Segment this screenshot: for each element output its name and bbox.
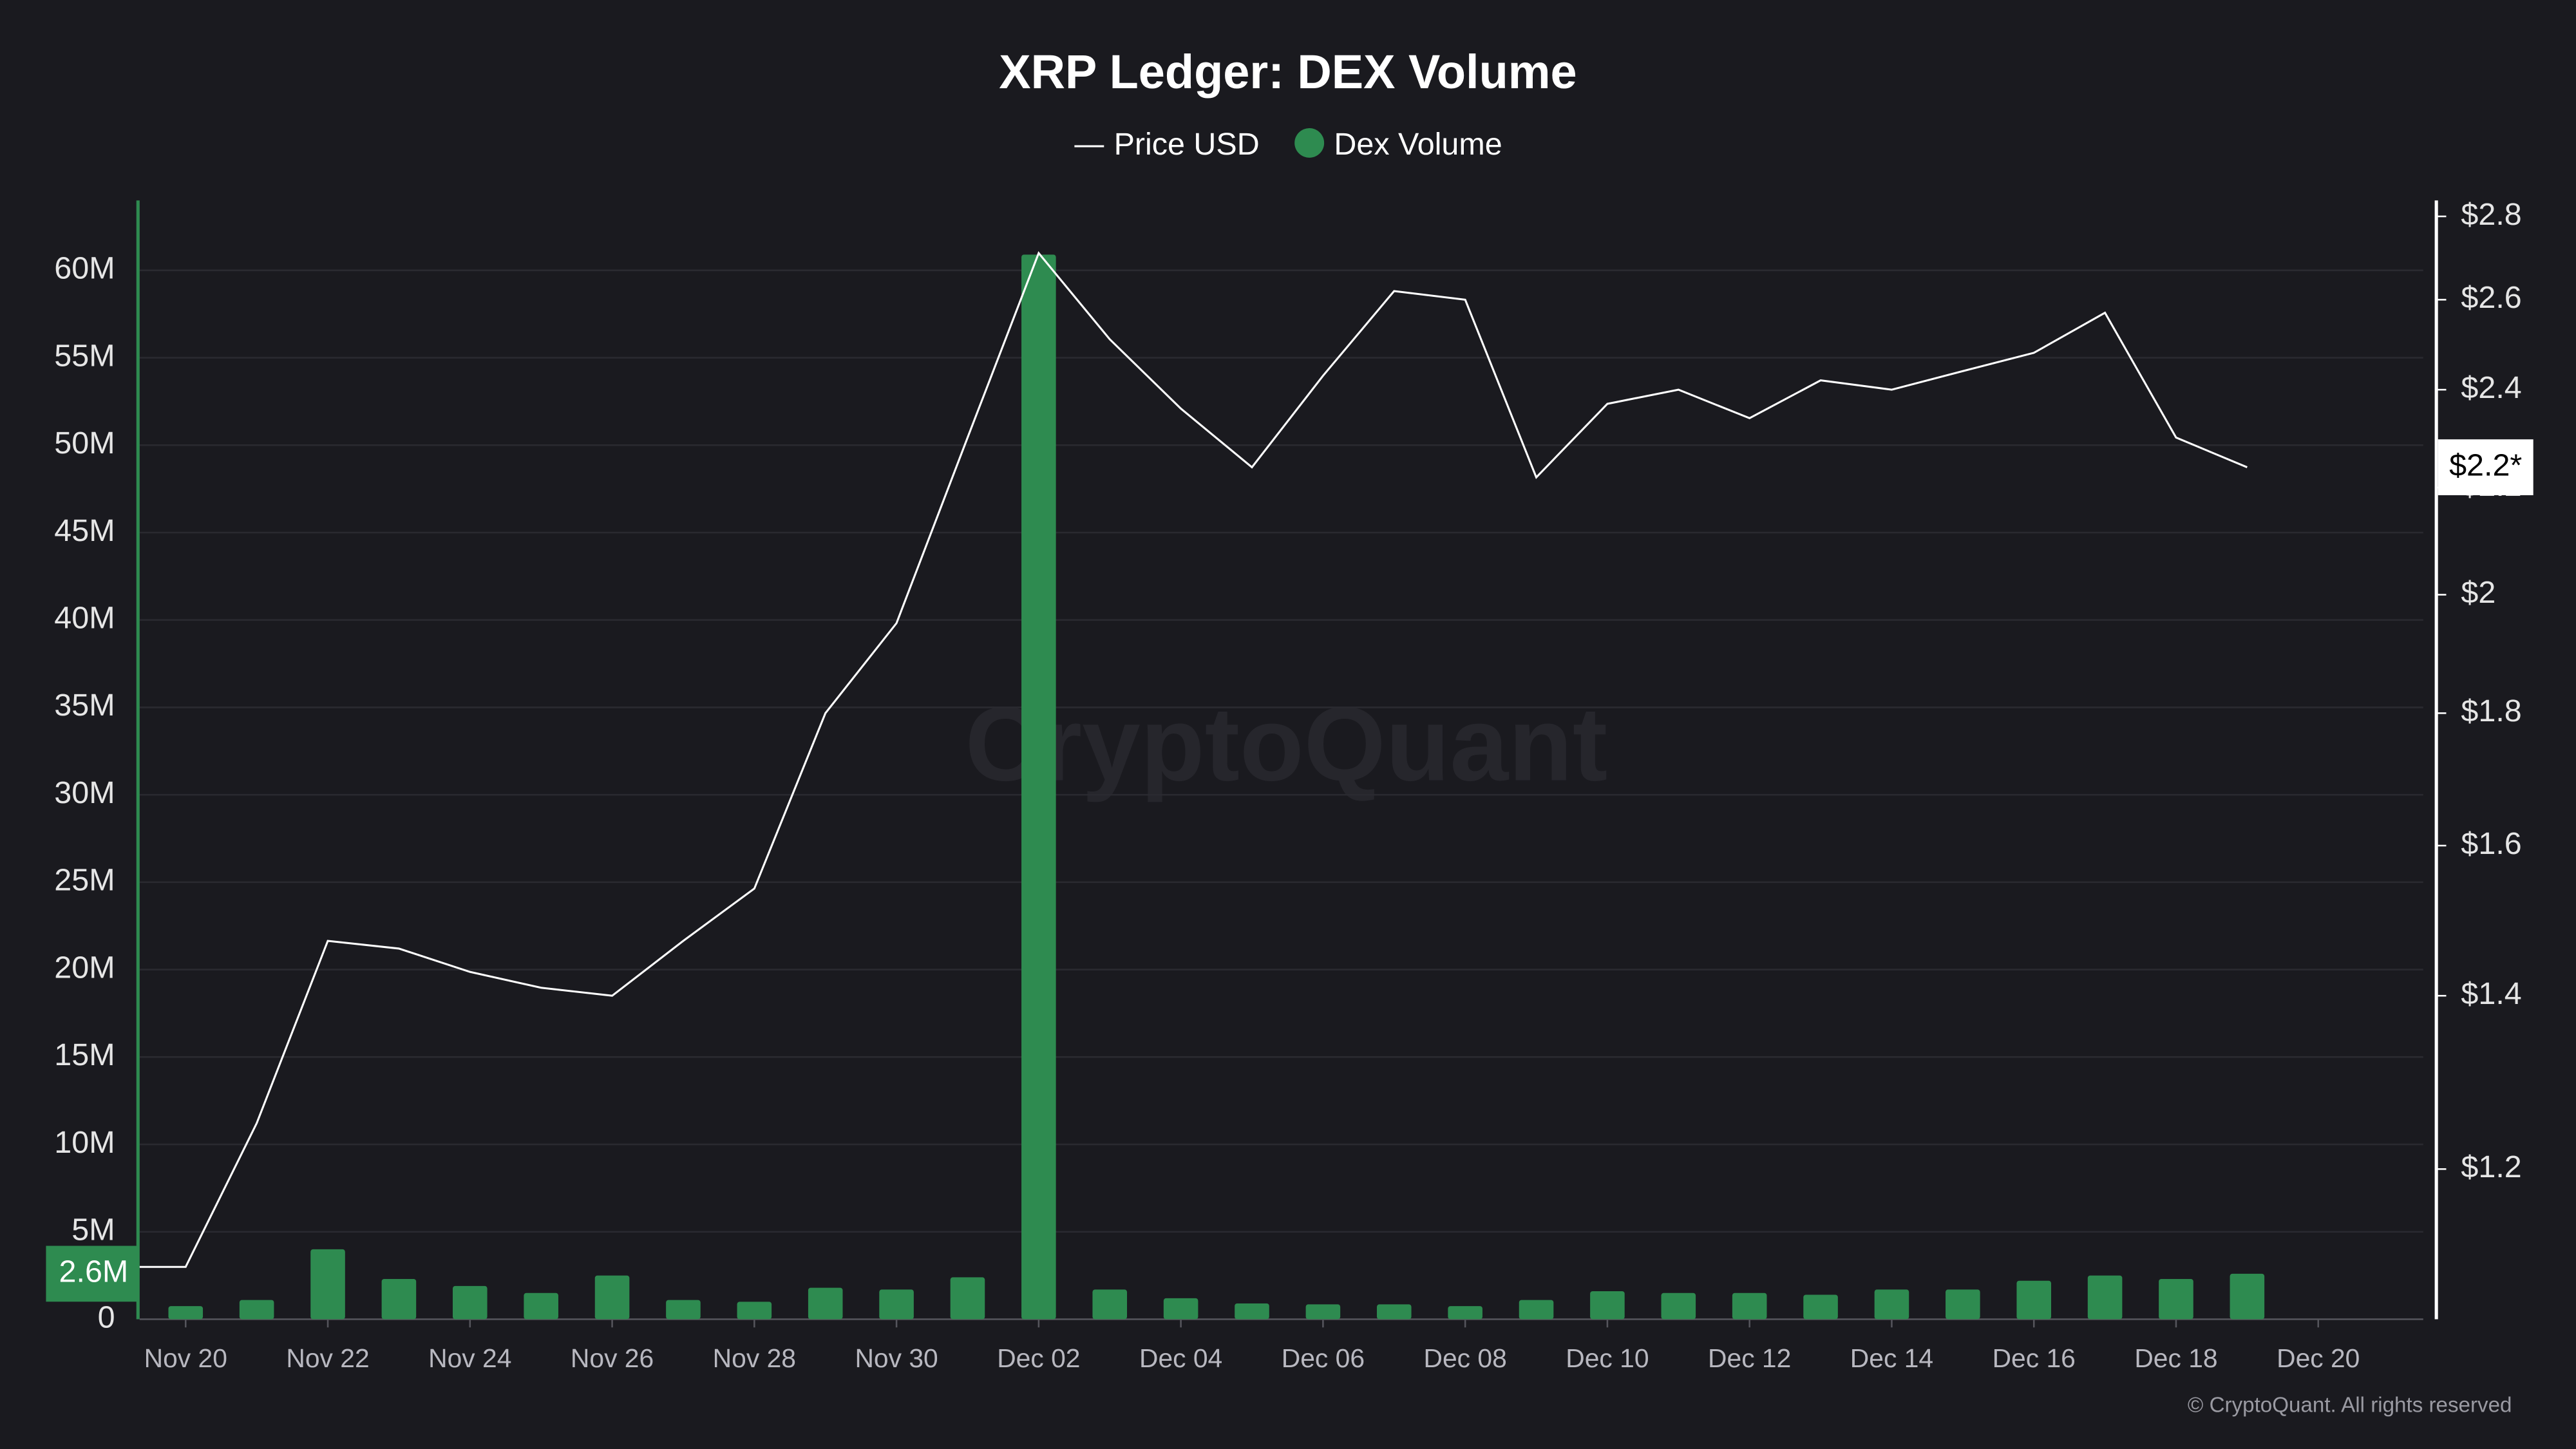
bar — [1803, 1294, 1838, 1320]
chart-title: XRP Ledger: DEX Volume — [999, 45, 1577, 99]
y2-tick-label: $2.4 — [2461, 370, 2521, 405]
x-tick-label: Nov 22 — [286, 1343, 369, 1373]
x-tick-label: Dec 02 — [997, 1343, 1080, 1373]
bar — [381, 1279, 417, 1320]
x-tick-label: Dec 06 — [1282, 1343, 1365, 1373]
y2-tick-label: $1.6 — [2461, 826, 2521, 861]
volume-label: 2.6M — [59, 1255, 129, 1289]
x-tick-label: Dec 20 — [2277, 1343, 2360, 1373]
y-tick-label: 50M — [54, 426, 115, 460]
y-tick-label: 40M — [54, 600, 115, 635]
x-tick-label: Dec 16 — [1993, 1343, 2076, 1373]
bar — [2230, 1273, 2265, 1320]
bar — [1946, 1289, 1980, 1320]
bar — [666, 1300, 701, 1320]
bar — [1021, 254, 1056, 1320]
bar — [1661, 1293, 1696, 1320]
x-tick-label: Nov 30 — [855, 1343, 938, 1373]
y2-tick-label: $2.8 — [2461, 197, 2521, 232]
bar — [1235, 1303, 1269, 1320]
bar — [808, 1287, 843, 1320]
bar — [453, 1285, 488, 1320]
y-tick-label: 25M — [54, 863, 115, 898]
bar — [1163, 1298, 1198, 1320]
legend-label: Dex Volume — [1334, 127, 1502, 162]
y-tick-label: 15M — [54, 1037, 115, 1072]
bar — [168, 1306, 204, 1320]
x-tick-label: Nov 20 — [144, 1343, 227, 1373]
y-tick-label: 5M — [71, 1213, 115, 1247]
y-tick-label: 35M — [54, 688, 115, 723]
bar — [1874, 1289, 1909, 1320]
y-tick-label: 55M — [54, 338, 115, 373]
x-tick-label: Nov 24 — [428, 1343, 511, 1373]
volume-label-box — [46, 1245, 138, 1302]
bar — [2159, 1279, 2193, 1320]
watermark: CryptoQuant — [965, 685, 1608, 802]
x-tick-label: Dec 18 — [2134, 1343, 2217, 1373]
x-tick-label: Dec 14 — [1850, 1343, 1933, 1373]
bar — [1092, 1289, 1128, 1320]
bar — [879, 1289, 914, 1320]
bar — [1519, 1300, 1554, 1320]
bar — [1376, 1304, 1412, 1320]
y2-tick-label: $1.8 — [2461, 694, 2521, 728]
x-tick-label: Dec 08 — [1424, 1343, 1507, 1373]
x-tick-label: Dec 12 — [1708, 1343, 1791, 1373]
y2-tick-label: $2 — [2461, 575, 2496, 610]
bar — [737, 1302, 772, 1320]
bar — [2087, 1275, 2123, 1320]
price-label-box — [2438, 439, 2533, 495]
price-line — [139, 251, 2248, 1268]
y-tick-label: 30M — [54, 775, 115, 810]
bar — [239, 1300, 274, 1320]
y2-tick-label: $2.6 — [2461, 280, 2521, 315]
bar — [594, 1275, 630, 1320]
x-tick-label: Dec 10 — [1566, 1343, 1649, 1373]
legend-dot — [1294, 128, 1325, 158]
copyright: © CryptoQuant. All rights reserved — [2188, 1393, 2512, 1417]
x-tick-label: Dec 04 — [1139, 1343, 1222, 1373]
legend-label: Price USD — [1114, 127, 1260, 162]
bar — [1305, 1304, 1341, 1320]
bar — [1732, 1293, 1767, 1320]
x-tick-label: Nov 28 — [713, 1343, 796, 1373]
bar — [950, 1277, 985, 1320]
bar — [1448, 1306, 1482, 1320]
bar — [1590, 1291, 1625, 1320]
y-tick-label: 60M — [54, 251, 115, 286]
y2-tick-label: $1.2 — [2461, 1150, 2521, 1184]
y-tick-label: 45M — [54, 513, 115, 548]
price-label: $2.2* — [2449, 448, 2522, 482]
y2-tick-label: $1.4 — [2461, 976, 2521, 1011]
x-tick-label: Nov 26 — [571, 1343, 654, 1373]
y-tick-label: 0 — [98, 1300, 115, 1334]
bar — [2016, 1280, 2051, 1320]
bar — [310, 1249, 345, 1320]
plot-area — [139, 251, 2265, 1320]
y-tick-label: 10M — [54, 1125, 115, 1160]
bar — [524, 1293, 558, 1320]
y-tick-label: 20M — [54, 950, 115, 985]
